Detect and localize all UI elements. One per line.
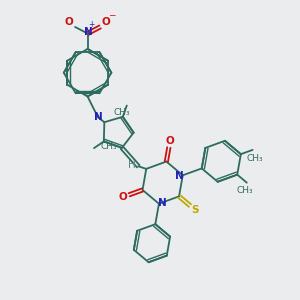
Text: CH₃: CH₃ [247,154,263,163]
Text: N: N [94,112,103,122]
Text: CH₃: CH₃ [114,108,130,117]
Text: −: − [108,10,115,19]
Text: N: N [84,27,93,37]
Text: CH₃: CH₃ [236,187,253,196]
Text: CH₃: CH₃ [100,142,117,151]
Text: +: + [88,20,95,29]
Text: O: O [118,192,127,202]
Text: O: O [101,16,110,27]
Text: S: S [191,205,199,215]
Text: O: O [64,16,73,27]
Text: N: N [175,172,184,182]
Text: N: N [158,197,167,208]
Text: O: O [166,136,174,146]
Text: H: H [128,160,136,170]
